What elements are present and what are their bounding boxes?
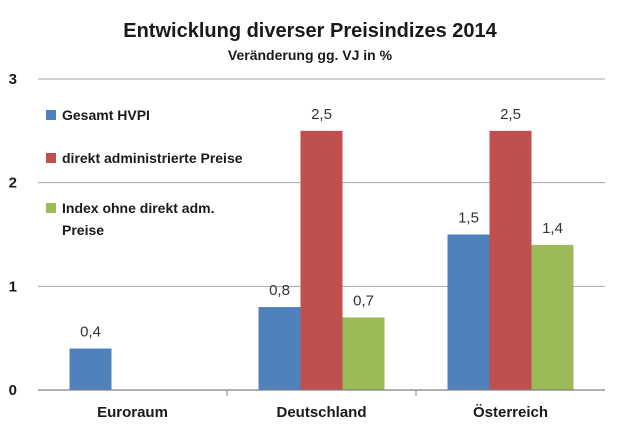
bar — [300, 130, 343, 391]
chart-title: Entwicklung diverser Preisindizes 2014 — [123, 20, 497, 42]
x-category-label: Österreich — [473, 404, 548, 421]
bar — [531, 244, 574, 390]
legend-label: Preise — [62, 222, 104, 238]
legend-swatch — [46, 203, 56, 213]
bar — [489, 130, 532, 391]
bar — [342, 317, 385, 390]
data-label: 0,8 — [269, 282, 290, 299]
legend-label: Index ohne direkt adm. — [62, 200, 214, 216]
legend-swatch — [46, 153, 56, 163]
data-label: 2,5 — [311, 106, 332, 123]
chart-subtitle: Veränderung gg. VJ in % — [228, 47, 393, 63]
data-label: 1,5 — [458, 210, 479, 227]
x-category-label: Euroraum — [97, 404, 168, 421]
data-label: 2,5 — [500, 106, 521, 123]
bars-layer — [69, 130, 574, 391]
legend: Gesamt HVPI direkt administrierte Preise I… — [46, 107, 243, 238]
axis-layer: 0 1 2 3 Euroraum Deutschland Österreich — [9, 71, 605, 421]
y-tick-label-0: 0 — [9, 382, 17, 399]
data-label: 0,4 — [80, 324, 101, 341]
bar — [447, 234, 490, 390]
data-labels-layer: 0,4 0,8 2,5 0,7 1,5 2,5 1,4 — [80, 106, 563, 341]
bar — [69, 348, 112, 390]
legend-label: Gesamt HVPI — [62, 107, 150, 123]
y-tick-label-1: 1 — [9, 278, 17, 295]
bar — [258, 307, 301, 390]
y-tick-label-3: 3 — [9, 71, 17, 88]
y-tick-label-2: 2 — [9, 175, 17, 192]
x-category-label: Deutschland — [276, 404, 366, 421]
data-label: 1,4 — [542, 220, 563, 237]
legend-swatch — [46, 110, 56, 120]
data-label: 0,7 — [353, 292, 374, 309]
legend-label: direkt administrierte Preise — [62, 150, 243, 166]
